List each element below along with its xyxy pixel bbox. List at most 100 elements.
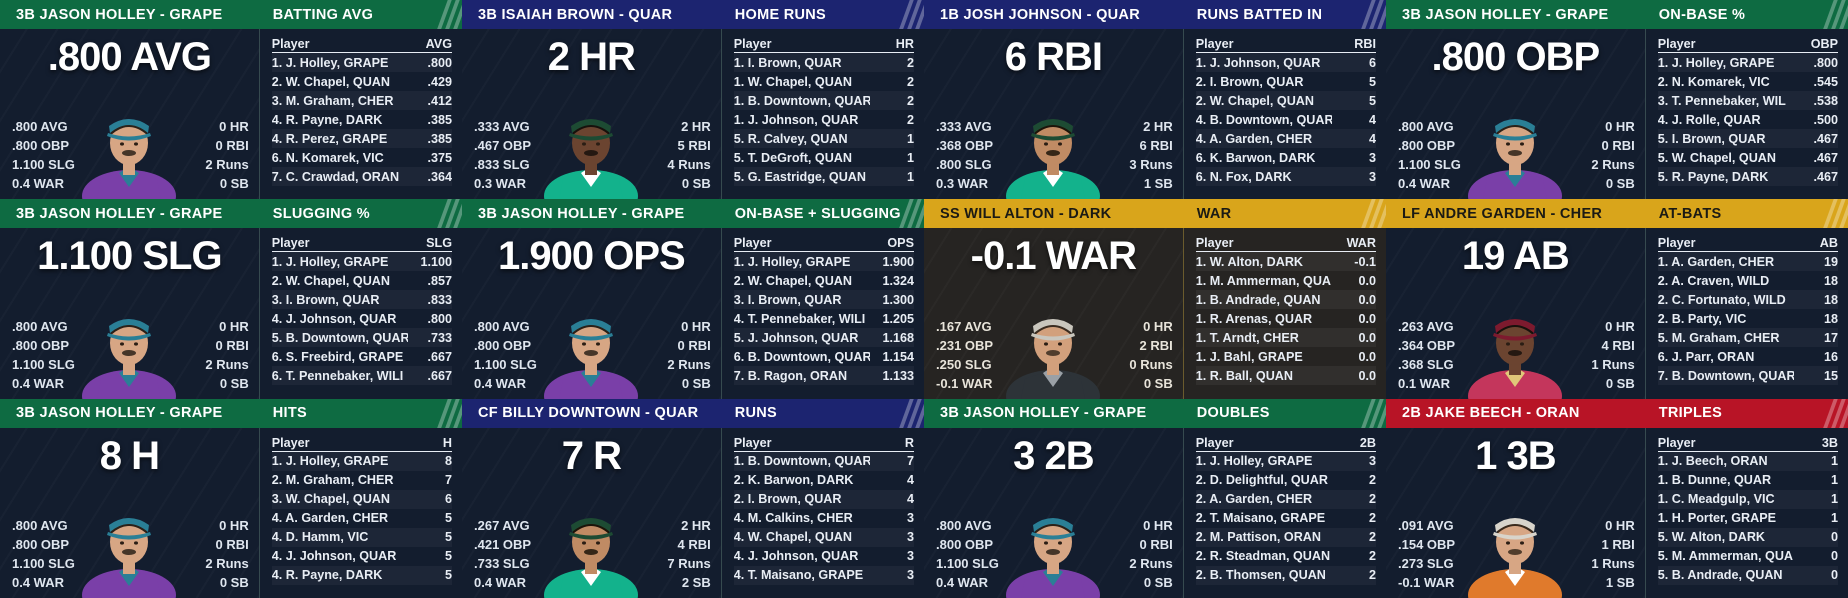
leaderboard-row[interactable]: 1. M. Ammerman, QUA 0.0 — [1196, 271, 1376, 290]
leaderboard-row[interactable]: 6. N. Komarek, VIC .375 — [272, 148, 452, 167]
leaderboard-row[interactable]: 1. J. Bahl, GRAPE 0.0 — [1196, 347, 1376, 366]
leaderboard-row[interactable]: 1. H. Porter, GRAPE 1 — [1658, 509, 1838, 528]
leaderboard-row[interactable]: 6. T. Pennebaker, WILI .667 — [271, 366, 452, 386]
stat-leader-card[interactable]: 3B JASON HOLLEY - GRAPE DOUBLES 3 2B .800 A… — [924, 398, 1386, 598]
leaderboard-row[interactable]: 1. J. Beech, ORAN 1 — [1657, 451, 1838, 471]
card-player-name[interactable]: 3B JASON HOLLEY - GRAPE — [924, 398, 1183, 428]
leaderboard-row[interactable]: 1. C. Meadgulp, VIC 1 — [1657, 489, 1838, 509]
leaderboard-row[interactable]: 1. J. Holley, GRAPE 3 — [1195, 451, 1376, 471]
card-player-name[interactable]: LF ANDRE GARDEN - CHER — [1386, 199, 1645, 229]
leaderboard-row[interactable]: 3. T. Pennebaker, WIL .538 — [1657, 91, 1838, 110]
leaderboard-row[interactable]: 2. M. Graham, CHER 7 — [272, 471, 452, 490]
leaderboard-row[interactable]: 7. C. Crawdad, ORAN .364 — [271, 167, 452, 186]
leaderboard-row[interactable]: 4. J. Rolle, QUAR .500 — [1658, 110, 1838, 129]
stat-leader-card[interactable]: 3B JASON HOLLEY - GRAPE SLUGGING % 1.100 S… — [0, 199, 462, 399]
stat-leader-card[interactable]: 3B JASON HOLLEY - GRAPE HITS 8 H .800 AVG .8… — [0, 398, 462, 598]
leaderboard-row[interactable]: 5. M. Ammerman, QUA 0 — [1658, 547, 1838, 566]
leaderboard-row[interactable]: 5. W. Alton, DARK 0 — [1657, 527, 1838, 547]
leaderboard-row[interactable]: 5. R. Payne, DARK .467 — [1657, 167, 1838, 186]
leaderboard-row[interactable]: 1. J. Holley, GRAPE 1.100 — [271, 251, 452, 272]
leaderboard-row[interactable]: 1. J. Holley, GRAPE 1.900 — [733, 251, 914, 272]
card-player-name[interactable]: 3B JASON HOLLEY - GRAPE — [1386, 0, 1645, 29]
stat-leader-card[interactable]: CF BILLY DOWNTOWN - QUAR RUNS 7 R .267 AVG.… — [462, 398, 924, 598]
leaderboard-row[interactable]: 4. J. Johnson, QUAR 5 — [272, 547, 452, 566]
leaderboard-row[interactable]: 3. M. Graham, CHER .412 — [271, 91, 452, 110]
leaderboard-row[interactable]: 2. T. Maisano, GRAPE 2 — [1196, 509, 1376, 528]
leaderboard-row[interactable]: 4. R. Payne, DARK .385 — [272, 110, 452, 129]
stat-leader-card[interactable]: SS WILL ALTON - DARK WAR -0.1 WAR .167 AVG.… — [924, 199, 1386, 399]
leaderboard-row[interactable]: 1. W. Chapel, QUAN 2 — [734, 72, 914, 91]
leaderboard-row[interactable]: 2. W. Chapel, QUAN .857 — [272, 271, 452, 290]
leaderboard-row[interactable]: 2. I. Brown, QUAR 5 — [1196, 72, 1376, 91]
leaderboard-row[interactable]: 5. G. Eastridge, QUAN 1 — [733, 167, 914, 186]
leaderboard-row[interactable]: 1. A. Garden, CHER 19 — [1657, 251, 1838, 272]
leaderboard-row[interactable]: 4. T. Pennebaker, WILI 1.205 — [734, 309, 914, 328]
leaderboard-row[interactable]: 2. C. Fortunato, WILD 18 — [1657, 290, 1838, 310]
leaderboard-row[interactable]: 1. B. Andrade, QUAN 0.0 — [1195, 290, 1376, 310]
leaderboard-row[interactable]: 2. K. Barwon, DARK 4 — [734, 471, 914, 490]
leaderboard-row[interactable]: 1. B. Downtown, QUAR 7 — [733, 451, 914, 471]
card-player-name[interactable]: 2B JAKE BEECH - ORAN — [1386, 398, 1645, 428]
leaderboard-row[interactable]: 4. J. Johnson, QUAR .800 — [272, 309, 452, 328]
leaderboard-row[interactable]: 7. B. Downtown, QUAR 15 — [1657, 366, 1838, 386]
leaderboard-row[interactable]: 1. R. Ball, QUAN 0.0 — [1195, 366, 1376, 386]
leaderboard-row[interactable]: 1. T. Arndt, CHER 0.0 — [1195, 328, 1376, 348]
leaderboard-row[interactable]: 5. W. Chapel, QUAN .467 — [1658, 148, 1838, 167]
card-player-name[interactable]: CF BILLY DOWNTOWN - QUAR — [462, 398, 721, 428]
card-player-name[interactable]: 3B JASON HOLLEY - GRAPE — [462, 199, 721, 229]
card-player-name[interactable]: 3B JASON HOLLEY - GRAPE — [0, 0, 259, 29]
leaderboard-row[interactable]: 6. J. Parr, ORAN 16 — [1658, 347, 1838, 366]
leaderboard-row[interactable]: 4. J. Johnson, QUAR 3 — [734, 547, 914, 566]
leaderboard-row[interactable]: 5. J. Johnson, QUAR 1.168 — [733, 328, 914, 348]
leaderboard-row[interactable]: 1. B. Downtown, QUAR 2 — [733, 91, 914, 110]
leaderboard-row[interactable]: 1. J. Johnson, QUAR 6 — [1195, 52, 1376, 72]
leaderboard-row[interactable]: 2. W. Chapel, QUAN .429 — [272, 72, 452, 91]
card-player-name[interactable]: 3B ISAIAH BROWN - QUAR — [462, 0, 721, 29]
leaderboard-row[interactable]: 4. A. Garden, CHER 4 — [1195, 129, 1376, 148]
leaderboard-row[interactable]: 4. B. Downtown, QUAR 4 — [1196, 110, 1376, 129]
stat-leader-card[interactable]: 3B JASON HOLLEY - GRAPE ON-BASE % .800 OBP… — [1386, 0, 1848, 200]
leaderboard-row[interactable]: 1. B. Dunne, QUAR 1 — [1658, 471, 1838, 490]
leaderboard-row[interactable]: 2. B. Party, VIC 18 — [1658, 309, 1838, 328]
leaderboard-row[interactable]: 3. I. Brown, QUAR .833 — [271, 290, 452, 310]
card-player-name[interactable]: SS WILL ALTON - DARK — [924, 199, 1183, 229]
leaderboard-row[interactable]: 1. J. Holley, GRAPE 8 — [271, 451, 452, 471]
leaderboard-row[interactable]: 2. A. Craven, WILD 18 — [1658, 271, 1838, 290]
leaderboard-row[interactable]: 4. T. Maisano, GRAPE 3 — [733, 565, 914, 585]
leaderboard-row[interactable]: 2. D. Delightful, QUAR 2 — [1196, 471, 1376, 490]
leaderboard-row[interactable]: 2. B. Thomsen, QUAN 2 — [1195, 565, 1376, 585]
leaderboard-row[interactable]: 6. S. Freebird, GRAPE .667 — [272, 347, 452, 366]
leaderboard-row[interactable]: 6. N. Fox, DARK 3 — [1195, 167, 1376, 186]
leaderboard-row[interactable]: 1. J. Holley, GRAPE .800 — [1657, 52, 1838, 72]
leaderboard-row[interactable]: 2. R. Steadman, QUAN 2 — [1196, 547, 1376, 566]
leaderboard-row[interactable]: 2. M. Pattison, ORAN 2 — [1195, 527, 1376, 547]
leaderboard-row[interactable]: 5. R. Calvey, QUAN 1 — [733, 129, 914, 148]
leaderboard-row[interactable]: 2. W. Chapel, QUAN 1.324 — [734, 271, 914, 290]
leaderboard-row[interactable]: 1. I. Brown, QUAR 2 — [733, 52, 914, 72]
leaderboard-row[interactable]: 7. B. Ragon, ORAN 1.133 — [733, 366, 914, 386]
leaderboard-row[interactable]: 4. D. Hamm, VIC 5 — [271, 527, 452, 547]
leaderboard-row[interactable]: 4. R. Perez, GRAPE .385 — [271, 129, 452, 148]
leaderboard-row[interactable]: 1. R. Arenas, QUAR 0.0 — [1196, 309, 1376, 328]
card-player-name[interactable]: 3B JASON HOLLEY - GRAPE — [0, 398, 259, 428]
leaderboard-row[interactable]: 5. B. Downtown, QUAR .733 — [271, 328, 452, 348]
leaderboard-row[interactable]: 5. I. Brown, QUAR .467 — [1657, 129, 1838, 148]
stat-leader-card[interactable]: LF ANDRE GARDEN - CHER AT-BATS 19 AB .263 A… — [1386, 199, 1848, 399]
leaderboard-row[interactable]: 6. K. Barwon, DARK 3 — [1196, 148, 1376, 167]
leaderboard-row[interactable]: 2. N. Komarek, VIC .545 — [1658, 72, 1838, 91]
leaderboard-row[interactable]: 4. M. Calkins, CHER 3 — [734, 509, 914, 528]
stat-leader-card[interactable]: 2B JAKE BEECH - ORAN TRIPLES 1 3B .091 AVG.… — [1386, 398, 1848, 598]
leaderboard-row[interactable]: 1. W. Alton, DARK -0.1 — [1195, 251, 1376, 272]
stat-leader-card[interactable]: 3B JASON HOLLEY - GRAPE BATTING AVG .800 A… — [0, 0, 462, 200]
leaderboard-row[interactable]: 2. I. Brown, QUAR 4 — [733, 489, 914, 509]
leaderboard-row[interactable]: 4. A. Garden, CHER 5 — [272, 509, 452, 528]
leaderboard-row[interactable]: 4. W. Chapel, QUAN 3 — [733, 527, 914, 547]
leaderboard-row[interactable]: 3. I. Brown, QUAR 1.300 — [733, 290, 914, 310]
card-player-name[interactable]: 3B JASON HOLLEY - GRAPE — [0, 199, 259, 229]
leaderboard-row[interactable]: 4. R. Payne, DARK 5 — [271, 565, 452, 585]
leaderboard-row[interactable]: 6. B. Downtown, QUAR 1.154 — [734, 347, 914, 366]
leaderboard-row[interactable]: 2. A. Garden, CHER 2 — [1195, 489, 1376, 509]
card-player-name[interactable]: 1B JOSH JOHNSON - QUAR — [924, 0, 1183, 29]
stat-leader-card[interactable]: 1B JOSH JOHNSON - QUAR RUNS BATTED IN 6 RB… — [924, 0, 1386, 200]
leaderboard-row[interactable]: 5. B. Andrade, QUAN 0 — [1657, 565, 1838, 585]
